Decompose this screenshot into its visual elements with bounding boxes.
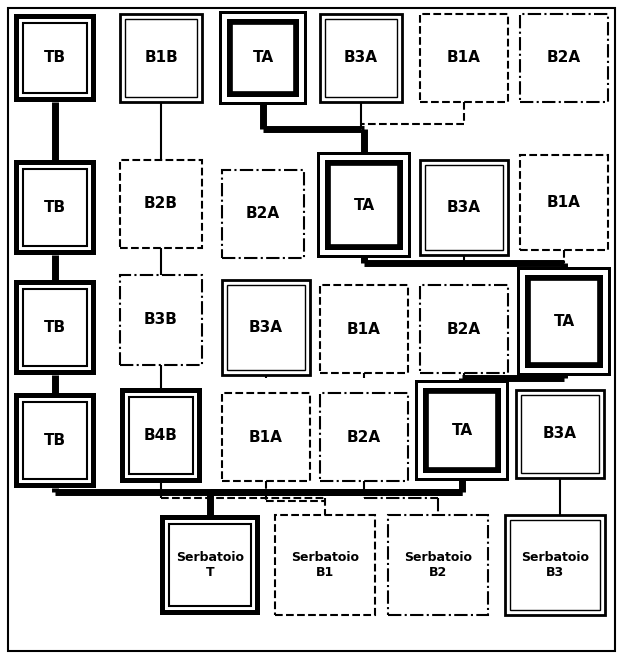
Text: TA: TA	[252, 51, 273, 65]
Bar	[120, 388, 202, 483]
Bar	[415, 380, 509, 481]
Bar	[222, 14, 304, 102]
Bar	[510, 520, 600, 610]
Bar	[320, 285, 408, 373]
Text: B4B: B4B	[144, 428, 178, 443]
Bar	[517, 267, 611, 376]
Bar	[388, 515, 488, 615]
Bar	[325, 19, 397, 97]
Text: TA: TA	[553, 314, 574, 329]
Bar	[520, 270, 608, 373]
Text: Serbatoio
B2: Serbatoio B2	[404, 551, 472, 579]
Text: B3A: B3A	[344, 51, 378, 65]
Bar	[219, 11, 307, 105]
Bar	[232, 24, 294, 92]
Bar	[227, 19, 299, 97]
Text: B1A: B1A	[447, 51, 481, 65]
Bar	[320, 393, 408, 481]
Bar	[428, 393, 496, 468]
Bar	[420, 14, 508, 102]
Text: B2A: B2A	[347, 430, 381, 445]
Text: Serbatoio
B1: Serbatoio B1	[291, 551, 359, 579]
Text: B2A: B2A	[547, 51, 581, 65]
Bar	[19, 398, 91, 483]
Text: TB: TB	[44, 200, 66, 215]
Bar	[14, 280, 96, 375]
Text: TB: TB	[44, 51, 66, 65]
Bar	[14, 393, 96, 488]
Text: TB: TB	[44, 433, 66, 448]
Bar	[420, 160, 508, 255]
Bar	[420, 285, 508, 373]
Bar	[23, 23, 87, 93]
Bar	[19, 285, 91, 370]
Text: B1B: B1B	[144, 51, 178, 65]
Bar	[320, 155, 408, 255]
Bar	[169, 524, 251, 606]
Text: Serbatoio
T: Serbatoio T	[176, 551, 244, 579]
Bar	[120, 14, 202, 102]
Text: B3B: B3B	[144, 312, 178, 328]
Text: B1A: B1A	[249, 430, 283, 445]
Bar	[320, 14, 402, 102]
Bar	[125, 393, 197, 478]
Bar	[125, 19, 197, 97]
Text: B2B: B2B	[144, 196, 178, 212]
Bar	[14, 160, 96, 255]
Text: B3A: B3A	[249, 320, 283, 335]
Bar	[23, 402, 87, 479]
Bar	[19, 19, 91, 97]
Bar	[227, 285, 305, 370]
Bar	[19, 165, 91, 250]
Bar	[317, 152, 411, 258]
Bar	[423, 388, 501, 473]
Bar	[120, 160, 202, 248]
Text: B2A: B2A	[246, 206, 280, 221]
Text: B3A: B3A	[543, 426, 577, 442]
Text: TB: TB	[44, 320, 66, 335]
Bar	[23, 169, 87, 246]
Bar	[129, 397, 193, 474]
Bar	[222, 393, 310, 481]
Bar	[23, 289, 87, 366]
Bar	[521, 395, 599, 473]
Bar	[14, 14, 96, 102]
Text: B1A: B1A	[547, 195, 581, 210]
Bar	[520, 155, 608, 250]
Bar	[505, 515, 605, 615]
Bar	[520, 14, 608, 102]
Text: B1A: B1A	[347, 322, 381, 337]
Text: TA: TA	[452, 423, 473, 438]
Bar	[330, 165, 398, 245]
Bar	[165, 520, 255, 610]
Bar	[425, 165, 503, 250]
Bar	[325, 160, 403, 250]
Bar	[222, 280, 310, 375]
Bar	[525, 275, 603, 368]
Bar	[222, 170, 304, 258]
Text: B3A: B3A	[447, 200, 481, 215]
Bar	[275, 515, 375, 615]
Bar	[516, 390, 604, 478]
Bar	[530, 280, 598, 363]
Bar	[160, 515, 260, 615]
Bar	[418, 383, 506, 478]
Bar	[120, 275, 202, 365]
Text: TA: TA	[353, 198, 374, 212]
Text: B2A: B2A	[447, 322, 481, 337]
Text: Serbatoio
B3: Serbatoio B3	[521, 551, 589, 579]
